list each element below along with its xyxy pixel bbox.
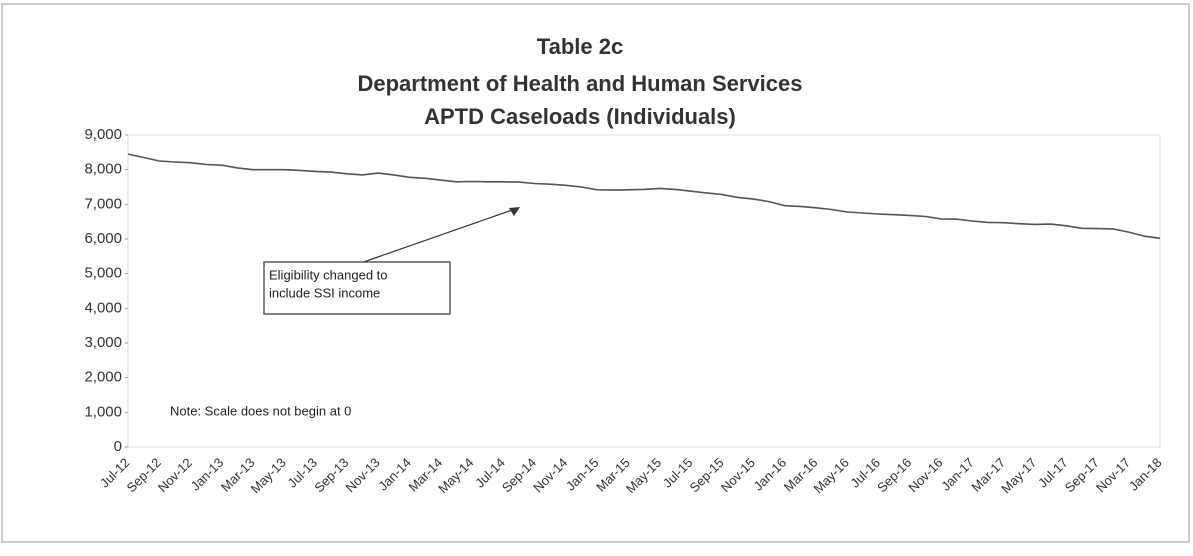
x-tick-label: Nov-16 [905,455,945,495]
arrow-head [509,207,520,216]
x-tick-label: Nov-13 [342,455,382,495]
x-tick-label: Jan-18 [1126,455,1165,494]
x-tick-label: Sep-12 [124,455,164,495]
data-line [127,153,1161,240]
chart-title: Department of Health and Human Services [357,71,802,96]
x-tick-label: Sep-14 [499,455,539,495]
x-tick-label: May-16 [811,455,852,496]
y-tick-label: 6,000 [84,230,122,247]
x-tick-label: Sep-13 [311,455,351,495]
y-tick-label: 9,000 [84,126,122,143]
x-tick-label: Nov-14 [530,455,570,495]
x-tick-label: Nov-12 [155,455,195,495]
y-tick-label: 3,000 [84,334,122,351]
chart-title: APTD Caseloads (Individuals) [424,104,736,129]
x-tick-label: May-15 [623,455,664,496]
chart-title: Table 2c [537,34,623,59]
note: Note: Scale does not begin at 0 [170,403,351,418]
annotation-text: include SSI income [269,285,380,300]
y-tick-label: 5,000 [84,265,122,282]
x-tick-label: Sep-17 [1062,455,1102,495]
y-tick-label: 0 [114,438,122,455]
y-tick-label: 8,000 [84,161,122,178]
x-tick-label: May-14 [435,455,476,496]
y-tick-label: 2,000 [84,369,122,386]
x-tick-label: May-13 [248,455,289,496]
x-tick-label: Sep-15 [686,455,726,495]
x-tick-label: Sep-16 [874,455,914,495]
x-tick-label: Nov-15 [718,455,758,495]
annotation-text: Eligibility changed to [269,267,388,282]
x-tick-label: May-17 [998,455,1039,496]
x-tick-label: Nov-17 [1093,455,1133,495]
annotation-box [263,261,451,315]
frame [1,3,1190,543]
y-tick-label: 7,000 [84,195,122,212]
y-tick-label: 1,000 [84,403,122,420]
y-tick-label: 4,000 [84,299,122,316]
annotation-arrow [354,207,519,266]
plot-area [127,134,1161,448]
